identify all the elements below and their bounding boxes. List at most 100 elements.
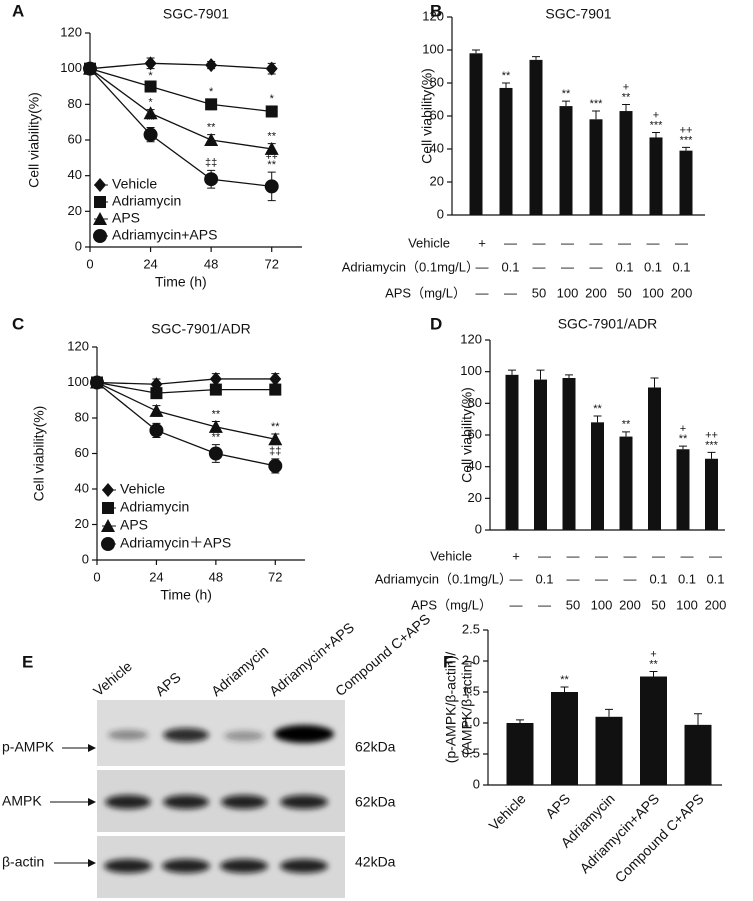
y-tick-label: 20 <box>468 490 482 505</box>
treatment-cell: 100 <box>642 285 664 300</box>
panel-label: B <box>430 1 442 20</box>
error-bar <box>650 377 659 388</box>
error-bar <box>472 49 480 54</box>
treatment-cell: + <box>512 548 520 563</box>
band <box>163 795 209 809</box>
band <box>224 731 264 741</box>
treatment-cell: — <box>624 548 637 563</box>
x-tick-label: Vehicle <box>485 790 528 833</box>
treatment-cell: 200 <box>705 597 727 612</box>
treatment-cell: — <box>595 571 608 586</box>
x-tick-label: 24 <box>143 256 157 271</box>
marker <box>205 58 218 73</box>
treatment-label: Adriamycin（0.1mg/L） <box>342 259 479 274</box>
panel-label: C <box>12 314 24 333</box>
y-tick-label: 40 <box>430 140 444 155</box>
y-tick-label: 20 <box>430 173 444 188</box>
marker <box>269 371 282 386</box>
y-tick-label: 120 <box>60 24 82 39</box>
treatment-label: Adriamycin（0.1mg/L） <box>375 571 512 586</box>
treatment-cell: — <box>476 285 489 300</box>
x-tick-label: 72 <box>268 569 282 584</box>
bar <box>684 724 712 785</box>
treatment-cell: 0.1 <box>678 571 696 586</box>
band <box>280 795 328 809</box>
lane-label: APS <box>152 669 184 699</box>
treatment-cell: — <box>675 235 688 250</box>
bar <box>619 436 633 530</box>
marker <box>268 458 283 473</box>
significance-label: ** <box>679 433 688 445</box>
significance-label: ** <box>146 114 155 126</box>
significance-label: ‡‡ <box>269 446 281 458</box>
bar <box>506 723 534 785</box>
panel-label: A <box>12 1 24 20</box>
marker <box>144 80 157 93</box>
error-bar <box>536 369 545 380</box>
significance-label: ** <box>593 403 602 415</box>
y-tick-label: 120 <box>460 331 482 346</box>
treatment-cell: + <box>478 235 486 250</box>
error-bar <box>516 719 524 723</box>
treatment-cell: — <box>652 548 665 563</box>
x-axis-label: Time (h) <box>160 587 212 603</box>
significance-label: ** <box>212 432 221 444</box>
significance-label: ** <box>152 410 161 422</box>
bar <box>679 150 693 215</box>
significance-label: ++ <box>680 124 693 136</box>
treatment-cell: — <box>590 259 603 274</box>
significance-label: + <box>650 648 656 660</box>
error-bar <box>593 415 602 423</box>
band <box>221 795 267 809</box>
y-tick-label: 100 <box>460 363 482 378</box>
band <box>280 859 328 873</box>
y-tick-label: 40 <box>75 480 89 495</box>
chart-title: SGC-7901 <box>163 6 229 22</box>
significance-label: ** <box>622 419 631 431</box>
bar <box>640 676 667 785</box>
error-bar <box>562 100 570 107</box>
legend-label: Adriamycin+APS <box>112 227 217 243</box>
error-bar <box>622 431 630 437</box>
significance-label: *** <box>680 134 694 146</box>
band <box>104 859 152 873</box>
error-bar <box>605 708 613 717</box>
legend-label: Vehicle <box>120 481 165 497</box>
legend-label: Adriamycin <box>120 499 189 515</box>
marker <box>208 419 223 433</box>
chart-title: SGC-7901/ADR <box>558 316 658 332</box>
marker <box>269 383 282 396</box>
y-tick-label: 120 <box>67 338 89 353</box>
marker <box>150 387 163 400</box>
band <box>108 730 148 740</box>
size-label: 42kDa <box>355 854 396 870</box>
bar <box>499 87 513 215</box>
error-bar <box>652 132 660 138</box>
error-bar <box>532 56 540 60</box>
marker <box>90 375 104 390</box>
marker <box>143 127 158 142</box>
error-bar <box>560 686 569 692</box>
blot-panel: E Vehicle APS Adriamycin Adriamycin+APS … <box>2 611 433 898</box>
series-line <box>96 378 276 385</box>
y-tick-label: 60 <box>430 107 444 122</box>
legend-label: Vehicle <box>112 176 157 192</box>
error-bar <box>682 146 690 151</box>
treatment-cell: — <box>510 597 523 612</box>
error-bar <box>502 82 510 88</box>
treatment-cell: 200 <box>619 597 641 612</box>
treatment-cell: — <box>504 285 517 300</box>
significance-label: ** <box>502 70 511 82</box>
y-axis-label: Cell viability(%) <box>26 92 42 188</box>
significance-label: ** <box>622 91 631 103</box>
x-tick-label: 0 <box>93 569 100 584</box>
marker <box>265 105 278 118</box>
error-bar <box>622 103 630 112</box>
treatment-cell: 200 <box>585 285 607 300</box>
marker <box>208 446 223 461</box>
y-tick-label: 80 <box>430 74 444 89</box>
band <box>162 859 210 873</box>
error-bar <box>565 374 573 378</box>
treatment-cell: 0.1 <box>615 259 633 274</box>
treatment-cell: 100 <box>591 597 613 612</box>
